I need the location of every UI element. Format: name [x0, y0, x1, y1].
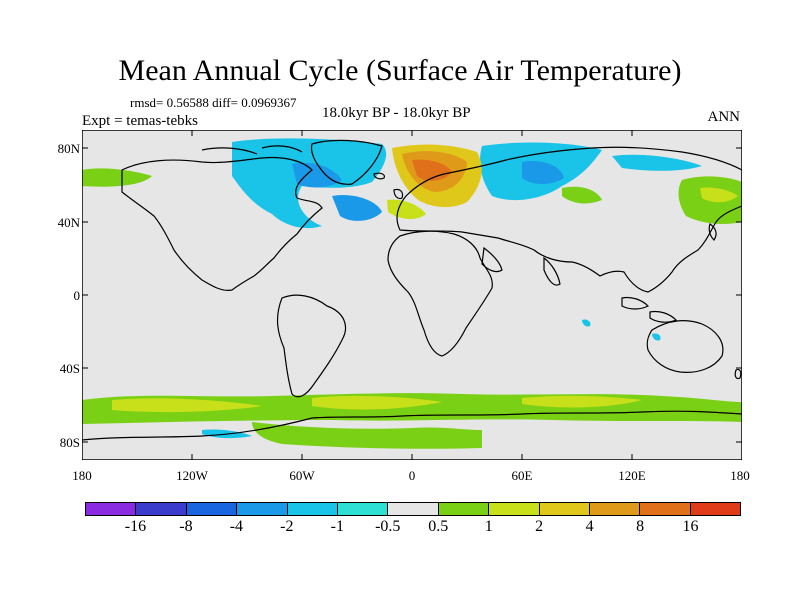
stats-text: rmsd= 0.56588 diff= 0.0969367: [130, 95, 297, 110]
colorbar-label: 8: [636, 518, 645, 535]
colorbar-box: [690, 503, 741, 515]
season-label: ANN: [707, 109, 741, 125]
lon-label-120e: 120E: [618, 468, 646, 483]
colorbar-box: [388, 503, 439, 515]
colorbar-label: -4: [229, 518, 244, 535]
colorbar-label: -8: [179, 518, 193, 535]
lon-label-0: 0: [408, 468, 416, 483]
lon-label-120w: 120W: [176, 468, 208, 483]
colorbar-box: [539, 503, 590, 515]
plot-title: Mean Annual Cycle (Surface Air Temperatu…: [118, 54, 682, 87]
colorbar-label: -16: [124, 518, 147, 535]
colorbar-label: 16: [682, 518, 699, 535]
lon-label-180w: 180: [72, 468, 92, 483]
lat-label-80s: 80S: [59, 435, 80, 450]
colorbar-box: [438, 503, 490, 515]
experiment-label: Expt = temas-tebks: [82, 113, 198, 129]
colorbar-label: -2: [280, 518, 294, 535]
colorbar-box: [86, 503, 137, 515]
period-label: 18.0kyr BP - 18.0kyr BP: [322, 105, 471, 121]
colorbar-label: 0.5: [428, 518, 449, 535]
coastlines: [82, 139, 742, 441]
map-panel: [82, 130, 742, 460]
colorbar-label: -1: [330, 518, 344, 535]
colorbar-label: -0.5: [375, 518, 401, 535]
colorbar-box: [237, 503, 288, 515]
lat-label-0: 0: [73, 288, 81, 303]
colorbar: [85, 502, 741, 516]
colorbar-box: [589, 503, 641, 515]
lon-label-180e: 180: [730, 468, 750, 483]
lat-label-80n: 80N: [57, 141, 80, 156]
colorbar-box: [640, 503, 691, 515]
colorbar-box: [489, 503, 540, 515]
lat-label-40n: 40N: [57, 215, 80, 230]
colorbar-box: [287, 503, 338, 515]
colorbar-box: [136, 503, 187, 515]
anomaly-fields: [82, 138, 742, 449]
colorbar-label: 1: [484, 518, 493, 535]
colorbar-box: [337, 503, 389, 515]
lon-label-60e: 60E: [511, 468, 533, 483]
lat-label-40s: 40S: [59, 361, 80, 376]
colorbar-box: [186, 503, 238, 515]
lon-label-60w: 60W: [289, 468, 315, 483]
colorbar-label: 4: [585, 518, 594, 535]
colorbar-label: 2: [535, 518, 544, 535]
